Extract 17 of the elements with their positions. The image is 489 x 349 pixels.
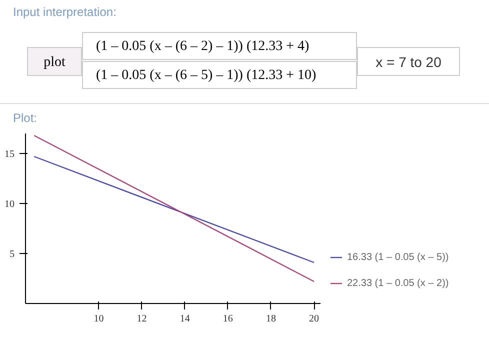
- x-tick-label: 16: [222, 314, 233, 324]
- y-tick-label: 10: [4, 199, 14, 210]
- text: plot: [27, 47, 82, 76]
- x-tick-label: 18: [266, 314, 276, 324]
- text: (1 – 0.05 (x – (6 – 2) – 1)) (12.33 + 4): [82, 32, 357, 60]
- text: Input interpretation:: [13, 4, 116, 21]
- y-tick-label: 15: [4, 149, 14, 160]
- text: Plot:: [12, 110, 38, 127]
- legend-label: 22.33 (1 – 0.05 (x – 2)): [347, 278, 449, 288]
- x-tick-label: 14: [180, 314, 190, 324]
- x-tick-label: 20: [309, 314, 320, 324]
- legend-label: 16.33 (1 – 0.05 (x – 5)): [347, 252, 449, 262]
- text: x = 7 to 20: [357, 47, 460, 76]
- x-tick-label: 12: [136, 314, 147, 324]
- text: (1 – 0.05 (x – (6 – 5) – 1)) (12.33 + 10): [82, 61, 357, 89]
- x-tick-label: 10: [94, 314, 104, 324]
- y-tick-label: 5: [10, 249, 14, 260]
